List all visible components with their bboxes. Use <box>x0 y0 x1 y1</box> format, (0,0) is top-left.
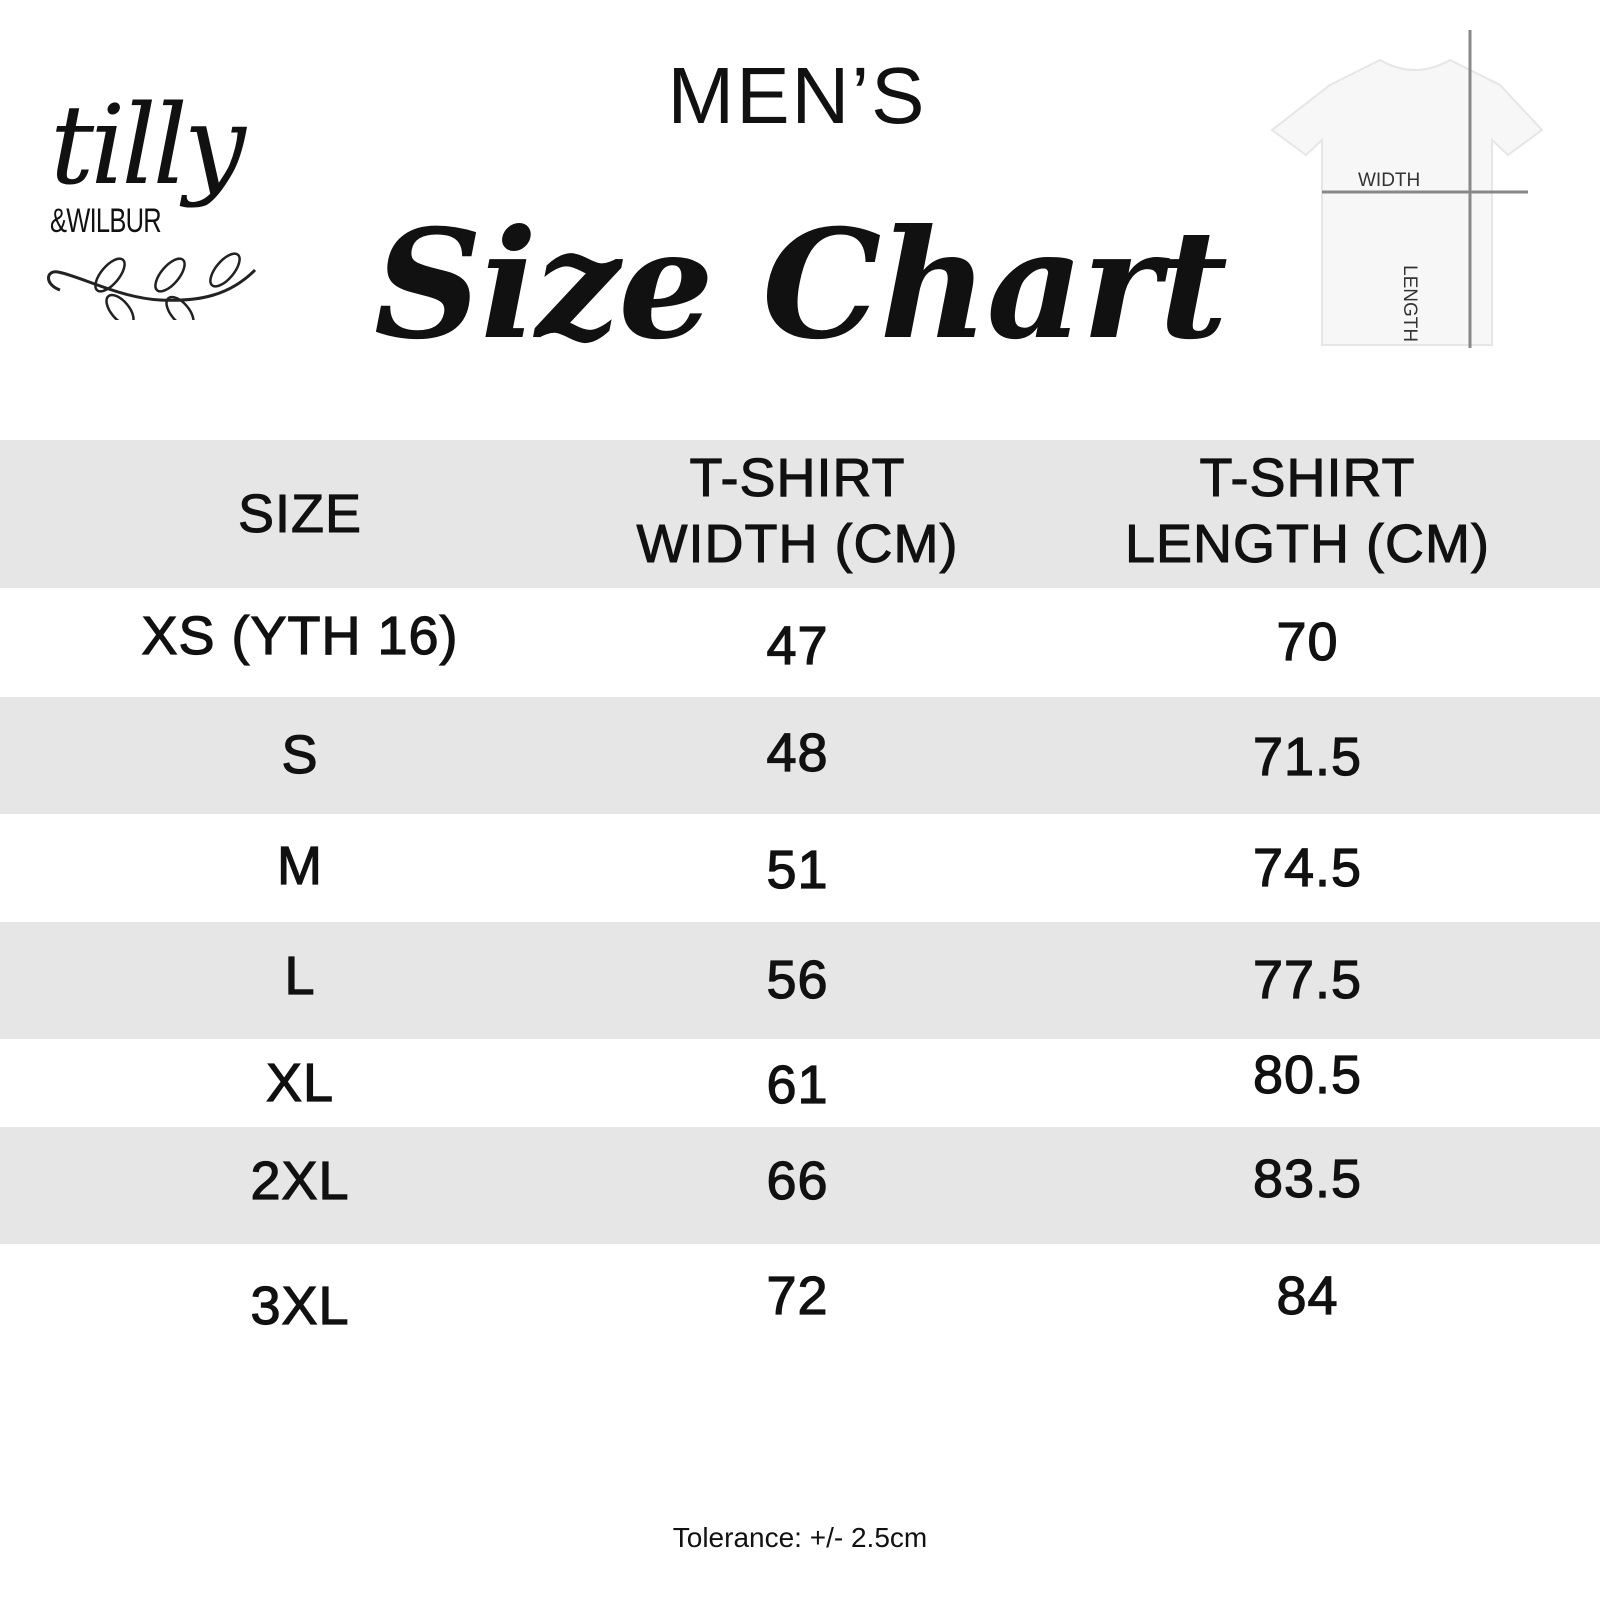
width-cell: 47 <box>766 615 829 676</box>
logo-subtext: &WILBUR <box>50 202 162 240</box>
width-cell: 48 <box>766 722 829 783</box>
size-cell: XS (YTH 16) <box>141 605 459 666</box>
table-row: 3XL 72 84 <box>0 1244 1600 1354</box>
header-length-line2: LENGTH (CM) <box>1125 514 1490 575</box>
header-width-line1: T-SHIRT <box>689 448 906 509</box>
gender-heading: MEN’S <box>0 50 1600 142</box>
tshirt-diagram: WIDTH LENGTH <box>1270 20 1560 350</box>
size-cell: M <box>276 835 323 896</box>
table-row: XS (YTH 16) 47 70 <box>0 588 1600 697</box>
header-width-line2: WIDTH (CM) <box>636 514 959 575</box>
width-cell: 56 <box>766 949 829 1010</box>
length-cell: 77.5 <box>1252 949 1363 1010</box>
width-cell: 72 <box>766 1265 829 1326</box>
size-cell: S <box>281 724 319 785</box>
table-row: 2XL 66 83.5 <box>0 1127 1600 1244</box>
width-cell: 51 <box>766 839 829 900</box>
length-cell: 71.5 <box>1252 726 1363 787</box>
length-cell: 84 <box>1276 1265 1339 1326</box>
page-title: Size Chart <box>373 197 1228 373</box>
table-row: XL 61 80.5 <box>0 1039 1600 1127</box>
leaf-vine-icon <box>47 252 257 320</box>
header-length-line1: T-SHIRT <box>1199 448 1416 509</box>
size-cell: L <box>284 945 316 1006</box>
length-label: LENGTH <box>1399 265 1420 343</box>
width-cell: 66 <box>766 1150 829 1211</box>
logo-text: tilly <box>50 81 246 209</box>
table-header: SIZE T-SHIRT WIDTH (CM) T-SHIRT LENGTH (… <box>0 440 1600 588</box>
length-cell: 74.5 <box>1252 837 1363 898</box>
table-row: S 48 71.5 <box>0 697 1600 814</box>
length-cell: 83.5 <box>1252 1148 1363 1209</box>
header-size: SIZE <box>237 484 363 545</box>
width-cell: 61 <box>766 1054 829 1115</box>
width-label: WIDTH <box>1358 170 1421 191</box>
gender-heading-text: MEN’S <box>667 51 927 140</box>
brand-logo: tilly &WILBUR <box>40 81 270 320</box>
table-row: M 51 74.5 <box>0 814 1600 922</box>
length-cell: 70 <box>1276 611 1339 672</box>
size-cell: 3XL <box>250 1275 350 1336</box>
size-cell: XL <box>265 1052 335 1113</box>
length-cell: 80.5 <box>1252 1044 1363 1105</box>
tshirt-icon <box>1270 30 1544 348</box>
table-row: L 56 77.5 <box>0 922 1600 1039</box>
size-cell: 2XL <box>250 1150 350 1211</box>
tolerance-note: Tolerance: +/- 2.5cm <box>672 1522 928 1553</box>
